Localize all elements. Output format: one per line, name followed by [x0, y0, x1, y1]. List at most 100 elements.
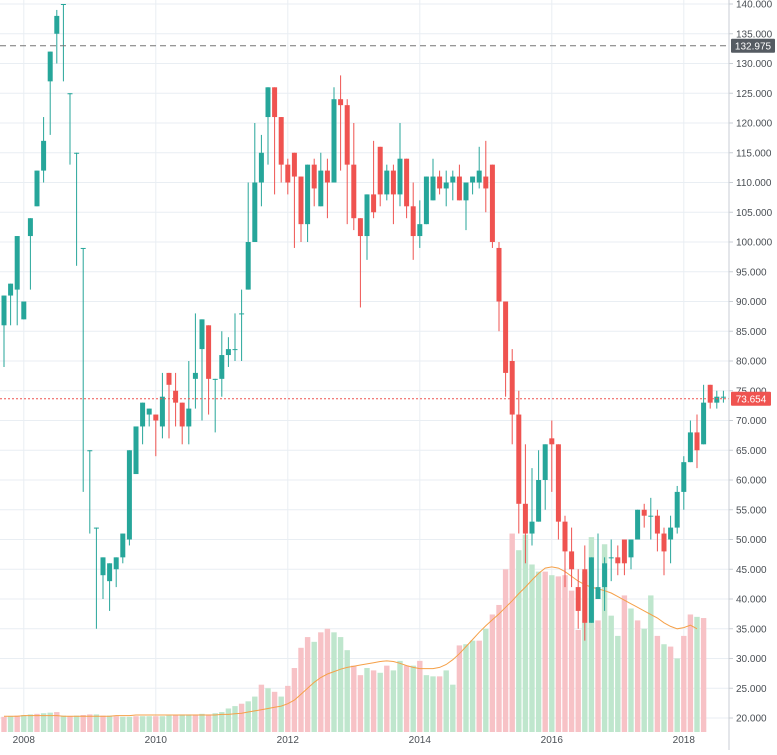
candle-body: [206, 325, 212, 379]
volume-bar: [113, 716, 119, 732]
volume-bar: [654, 635, 661, 732]
time-axis[interactable]: 2008 2010 2012 2014 2016 2018: [13, 735, 696, 746]
x-axis-tick-label: 2016: [541, 735, 564, 746]
volume-bars: [1, 533, 707, 732]
volume-bar: [67, 716, 73, 732]
candle-body: [555, 444, 561, 522]
y-axis-tick-label: 20.000: [736, 714, 767, 725]
candle-body: [74, 152, 80, 154]
candle-body: [470, 176, 476, 183]
y-axis-tick-label: 70.000: [736, 416, 767, 427]
volume-bar: [641, 628, 647, 732]
volume-bar: [397, 660, 403, 732]
candle-body: [186, 408, 192, 427]
candle-body: [140, 402, 146, 427]
volume-bar: [582, 571, 588, 732]
volume-bar: [403, 665, 410, 732]
volume-moving-average-line: [4, 566, 698, 717]
candle-body: [377, 146, 383, 195]
volume-bar: [265, 688, 271, 732]
volume-bar: [93, 714, 100, 732]
volume-bar: [535, 571, 542, 732]
volume-bar: [634, 620, 641, 732]
volume-bar: [106, 715, 113, 732]
reference-price-label-text: 132.975: [735, 41, 772, 52]
volume-bar: [648, 595, 654, 732]
volume-bar: [258, 684, 265, 732]
y-axis-tick-label: 100.000: [736, 238, 773, 249]
volume-bar: [153, 716, 159, 732]
volume-bar: [667, 646, 674, 732]
candle-body: [668, 527, 674, 540]
volume-bar: [87, 714, 93, 732]
volume-bar: [324, 628, 331, 732]
candle-body: [641, 509, 647, 516]
y-axis-tick-label: 30.000: [736, 654, 767, 665]
y-axis-tick-label: 60.000: [736, 476, 767, 487]
candle-body: [133, 426, 139, 475]
volume-bar: [509, 533, 515, 732]
y-axis-tick-label: 35.000: [736, 624, 767, 635]
candle-body: [575, 587, 581, 611]
volume-bar: [344, 650, 350, 732]
y-axis-tick-label: 105.000: [736, 208, 773, 219]
y-axis-tick-label: 115.000: [736, 148, 772, 159]
candle-body: [318, 170, 324, 207]
volume-bar: [502, 569, 509, 732]
candle-body: [569, 551, 575, 570]
candle-body: [331, 99, 337, 183]
volume-bar: [542, 571, 548, 732]
candle-body: [67, 93, 73, 95]
x-axis-tick-label: 2018: [673, 735, 696, 746]
volume-bar: [601, 544, 608, 732]
candle-body: [34, 170, 40, 207]
candle-body: [14, 236, 20, 290]
volume-bar: [311, 641, 317, 732]
volume-bar: [549, 575, 555, 732]
volume-bar: [463, 644, 469, 732]
x-axis-tick-label: 2008: [13, 735, 36, 746]
volume-bar: [522, 534, 529, 732]
y-axis-tick-label: 130.000: [736, 59, 773, 70]
y-axis-tick-label: 45.000: [736, 565, 767, 576]
candle-body: [338, 99, 344, 106]
candle-body: [285, 164, 291, 183]
candle-body: [159, 396, 165, 427]
candle-body: [344, 105, 350, 165]
candle-body: [93, 527, 99, 529]
volume-bar: [304, 637, 311, 732]
y-axis-tick-label: 85.000: [736, 327, 767, 338]
volume-bar: [357, 675, 364, 732]
volume-bar: [516, 550, 522, 732]
candle-body: [720, 396, 726, 398]
candle-body: [364, 194, 370, 237]
volume-bar: [529, 564, 535, 732]
candle-body: [602, 563, 608, 588]
y-axis-tick-label: 90.000: [736, 297, 767, 308]
volume-bar: [192, 714, 199, 732]
candle-body: [582, 569, 588, 623]
candle-body: [661, 533, 667, 552]
volume-bar: [700, 618, 707, 732]
volume-bar: [219, 712, 225, 732]
y-axis-tick-label: 135.000: [736, 29, 773, 40]
candle-body: [1, 295, 7, 326]
volume-bar: [205, 714, 212, 732]
volume-bar: [232, 706, 238, 732]
volume-bar: [595, 620, 601, 732]
candle-body: [496, 247, 502, 302]
volume-bar: [456, 645, 463, 732]
price-axis[interactable]: 20.000 25.000 30.000 35.000 40.000 45.000 50.0…: [729, 0, 773, 725]
candle-body: [47, 51, 53, 82]
candle-body: [60, 4, 66, 5]
volume-bar: [575, 629, 581, 732]
volume-bar: [443, 670, 449, 732]
candle-body: [192, 372, 198, 379]
volume-bar: [588, 537, 595, 732]
volume-bar: [384, 665, 390, 732]
volume-bar: [54, 712, 60, 732]
volume-bar: [7, 716, 14, 732]
volume-bar: [562, 575, 568, 732]
volume-bar: [476, 640, 482, 732]
